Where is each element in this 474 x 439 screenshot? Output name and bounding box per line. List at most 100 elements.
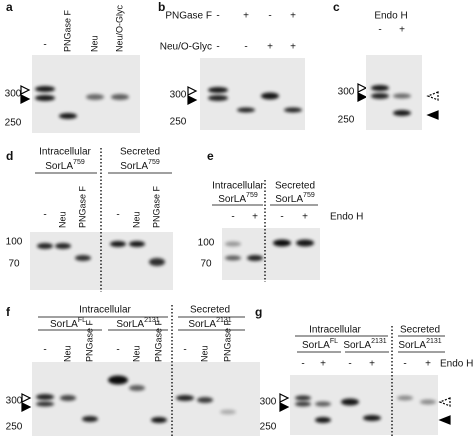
sign: + xyxy=(425,359,431,370)
size-marker: 70 xyxy=(8,259,20,270)
band xyxy=(393,110,411,116)
compartment-label: Intracellular xyxy=(79,305,131,316)
band xyxy=(176,395,194,401)
open-arrow xyxy=(20,85,31,95)
protein-isoform: 759 xyxy=(246,192,258,199)
band xyxy=(363,415,381,421)
dashed-arrow xyxy=(426,91,439,101)
lane-label: PNGase F xyxy=(84,319,94,362)
treatment-label: Endo H xyxy=(374,11,407,22)
filled-arrow xyxy=(357,92,368,102)
protein-isoform: 2131 xyxy=(216,317,232,324)
protein-name: SorLA xyxy=(45,161,73,172)
band xyxy=(60,395,76,401)
band xyxy=(371,85,389,91)
open-arrow xyxy=(279,393,290,403)
treatment-label: Endo H xyxy=(330,212,363,223)
lane-label: Neu xyxy=(57,211,67,228)
compartment-label: Intracellular xyxy=(309,325,361,336)
blot xyxy=(366,55,422,130)
band xyxy=(59,113,77,119)
blot xyxy=(200,58,305,130)
sign: + xyxy=(320,359,326,370)
filled-arrow xyxy=(279,402,290,412)
band xyxy=(420,399,436,405)
band xyxy=(315,401,331,407)
sign: - xyxy=(378,25,381,36)
protein-name: SorLA xyxy=(398,340,426,351)
filled-arrow xyxy=(187,95,198,105)
band xyxy=(36,401,54,407)
protein-label: SorLA2131 xyxy=(116,317,159,330)
lane-label: - xyxy=(183,345,186,356)
lane-label: PNGase F xyxy=(151,185,161,228)
panel-label: d xyxy=(6,149,13,163)
band xyxy=(247,255,263,261)
compartment-label: Intracellular xyxy=(212,181,264,192)
panel-label: e xyxy=(207,149,214,163)
size-marker: 250 xyxy=(6,422,23,433)
protein-isoform: 2131 xyxy=(371,338,387,345)
sign: + xyxy=(267,42,273,53)
band xyxy=(111,94,129,100)
protein-isoform: 2131 xyxy=(426,338,442,345)
size-marker: 100 xyxy=(198,238,215,249)
lane-label: Neu xyxy=(131,211,141,228)
band xyxy=(197,397,213,403)
size-marker: 300 xyxy=(338,87,355,98)
lane-label: - xyxy=(116,210,119,221)
protein-isoform: FL xyxy=(330,338,338,345)
sign: + xyxy=(243,11,249,22)
treatment-label: PNGase F xyxy=(165,11,212,22)
lane-label: - xyxy=(43,345,46,356)
protein-isoform: 759 xyxy=(148,159,160,166)
filled-arrow xyxy=(426,110,439,120)
band xyxy=(225,255,241,261)
sign: + xyxy=(302,212,308,223)
lane-label: PNGase F xyxy=(153,319,163,362)
band xyxy=(220,409,236,415)
protein-name: SorLA xyxy=(302,340,330,351)
band xyxy=(261,92,279,100)
band xyxy=(284,107,302,113)
band xyxy=(110,241,126,247)
protein-name: SorLA xyxy=(116,319,144,330)
size-marker: 300 xyxy=(260,397,277,408)
panel-label: g xyxy=(255,305,262,319)
sign: - xyxy=(216,42,219,53)
blot xyxy=(222,228,320,280)
treatment-label: Endo H xyxy=(440,359,473,370)
band xyxy=(108,375,128,385)
lane-label: PNGase F xyxy=(62,9,72,52)
treatment-label: Neu/O-Glyc xyxy=(160,42,212,53)
compartment-label: Secreted xyxy=(120,147,160,158)
band xyxy=(315,417,331,423)
size-marker: 250 xyxy=(260,422,277,433)
protein-label: SorLA2131 xyxy=(188,317,231,330)
sign: - xyxy=(301,359,304,370)
protein-label: SorLAFL xyxy=(302,338,338,351)
sign: + xyxy=(399,25,405,36)
protein-label: SorLA759 xyxy=(45,159,85,172)
filled-arrow xyxy=(21,402,32,412)
size-marker: 300 xyxy=(170,90,187,101)
band xyxy=(295,401,311,407)
protein-name: SorLA xyxy=(188,319,216,330)
band xyxy=(75,255,91,261)
compartment-label: Secreted xyxy=(275,181,315,192)
size-marker: 70 xyxy=(200,259,212,270)
lane-label: - xyxy=(116,345,119,356)
lane-label: Neu/O-Glyc xyxy=(114,4,124,52)
lane-label: Neu xyxy=(199,345,209,362)
open-arrow xyxy=(187,86,198,96)
band xyxy=(208,87,228,93)
panel-label: c xyxy=(333,0,340,14)
open-arrow xyxy=(357,83,368,93)
sign: - xyxy=(216,11,219,22)
band xyxy=(86,94,104,100)
sign: + xyxy=(252,212,258,223)
panel-label: f xyxy=(6,305,11,319)
protein-name: SorLA xyxy=(120,161,148,172)
band xyxy=(225,241,241,247)
